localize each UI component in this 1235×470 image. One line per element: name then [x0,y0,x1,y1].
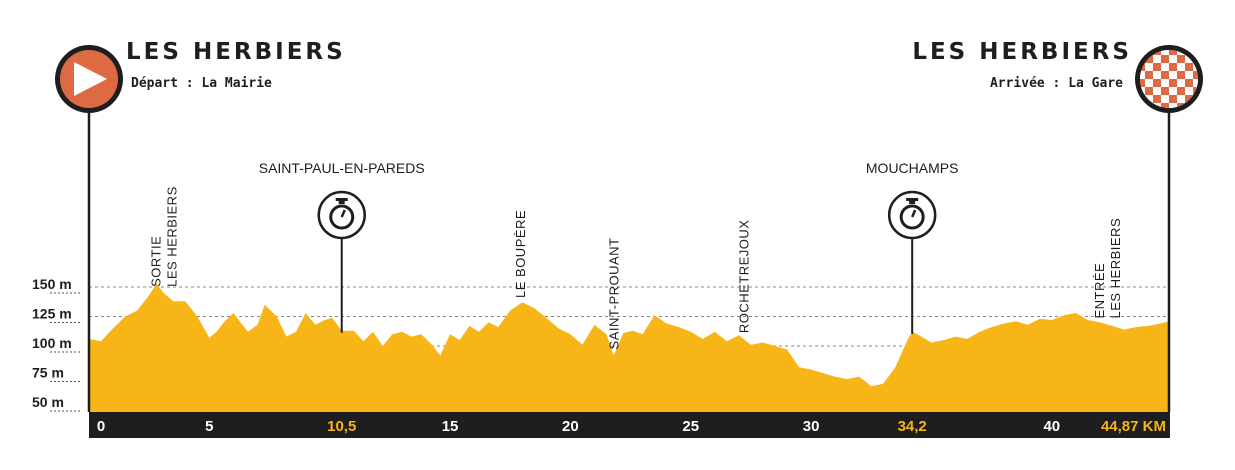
checker-square [1153,87,1161,95]
start-town: LES HERBIERS [126,39,346,65]
stopwatch-crown-top [906,198,919,201]
checker-square [1153,63,1161,71]
checker-square [1161,50,1169,55]
checker-square [1140,50,1145,55]
y-tick-label: 100 m [32,335,72,351]
checker-square [1161,55,1169,63]
x-tick-label: 25 [682,418,699,435]
stopwatch-hand [911,209,917,218]
finish-badge [1135,45,1203,113]
finish-town: LES HERBIERS [912,39,1132,65]
y-axis-ticks: 150 m 125 m 100 m 75 m 50 m [32,276,82,412]
y-tick-label: 75 m [32,365,64,381]
place-label: LES HERBIERS [1108,218,1123,319]
place-label: LE BOUPÈRE [513,210,528,298]
checker-square [1161,95,1169,103]
checker-square [1145,87,1153,95]
checker-square [1145,79,1153,87]
checker-square [1193,103,1198,108]
place-label: SAINT-PROUANT [607,237,622,349]
x-tick-label: 40 [1043,418,1060,435]
checker-square [1145,55,1153,63]
place-labels: SORTIE LES HERBIERS LE BOUPÈRE SAINT-PROUAN… [149,186,1124,349]
x-tick-label: 44,87 KM [1101,418,1166,435]
stopwatch-hand [340,209,346,218]
checker-square [1161,79,1169,87]
checker-square [1193,71,1198,79]
checkpoints: SAINT-PAUL-EN-PAREDS MOUCHAMPS [259,160,959,334]
checker-square [1185,55,1193,63]
stopwatch-dial [899,204,925,230]
checker-square [1169,95,1177,103]
checker-square [1140,79,1145,87]
checker-square [1145,63,1153,71]
elevation-profile-area [89,283,1169,412]
checker-square [1140,71,1145,79]
stopwatch-crown-top [335,198,348,201]
x-tick-label: 10,5 [327,418,356,435]
y-tick-label: 50 m [32,394,64,410]
play-icon [74,62,107,96]
x-tick-label: 5 [205,418,213,435]
checker-square [1185,63,1193,71]
place-label: SORTIE [149,236,164,287]
checker-square [1185,95,1193,103]
checker-square [1177,63,1185,71]
x-tick-label: 15 [442,418,459,435]
checker-square [1153,95,1161,103]
checker-square [1177,55,1185,63]
checker-square [1193,79,1198,87]
distance-axis-bar [89,412,1170,438]
checker-square [1161,63,1169,71]
stopwatch-crown [909,200,916,204]
checkpoint-label: SAINT-PAUL-EN-PAREDS [259,160,425,176]
checkpoint-label: MOUCHAMPS [866,160,959,176]
checker-square [1169,63,1177,71]
checker-square [1169,55,1177,63]
finish-subtitle: Arrivée : La Gare [989,76,1123,91]
checker-square [1185,71,1193,79]
checker-square [1169,71,1177,79]
checker-square [1177,95,1185,103]
checker-square [1153,55,1161,63]
stopwatch-icon [899,198,925,230]
checker-square [1161,71,1169,79]
checker-square [1177,79,1185,87]
checker-square [1145,95,1153,103]
x-tick-label: 34,2 [898,418,927,435]
stopwatch-crown [338,200,345,204]
stopwatch-dial [329,204,355,230]
place-label: LES HERBIERS [165,186,180,287]
y-tick-label: 150 m [32,276,72,292]
checker-square [1153,71,1161,79]
place-label: ROCHETREJOUX [737,220,752,334]
checker-square [1153,79,1161,87]
checker-square [1169,50,1177,55]
stopwatch-icon [329,198,355,230]
checker-square [1140,103,1145,108]
checker-square [1177,71,1185,79]
start-subtitle: Départ : La Mairie [131,76,272,91]
checker-square [1169,103,1177,108]
checker-square [1193,50,1198,55]
checker-square [1161,103,1169,108]
checker-square [1145,71,1153,79]
y-tick-label: 125 m [32,306,72,322]
place-label: ENTRÉE [1092,263,1107,319]
checker-square [1185,87,1193,95]
checker-square [1169,79,1177,87]
checker-square [1185,79,1193,87]
x-tick-label: 30 [803,418,820,435]
start-badge [55,45,123,113]
checker-square [1161,87,1169,95]
x-tick-label: 0 [97,418,105,435]
x-tick-label: 20 [562,418,579,435]
x-axis-ticks: 0 5 10,5 15 20 25 30 34,2 40 44,87 KM [97,418,1166,435]
checker-square [1169,87,1177,95]
checker-square [1177,87,1185,95]
